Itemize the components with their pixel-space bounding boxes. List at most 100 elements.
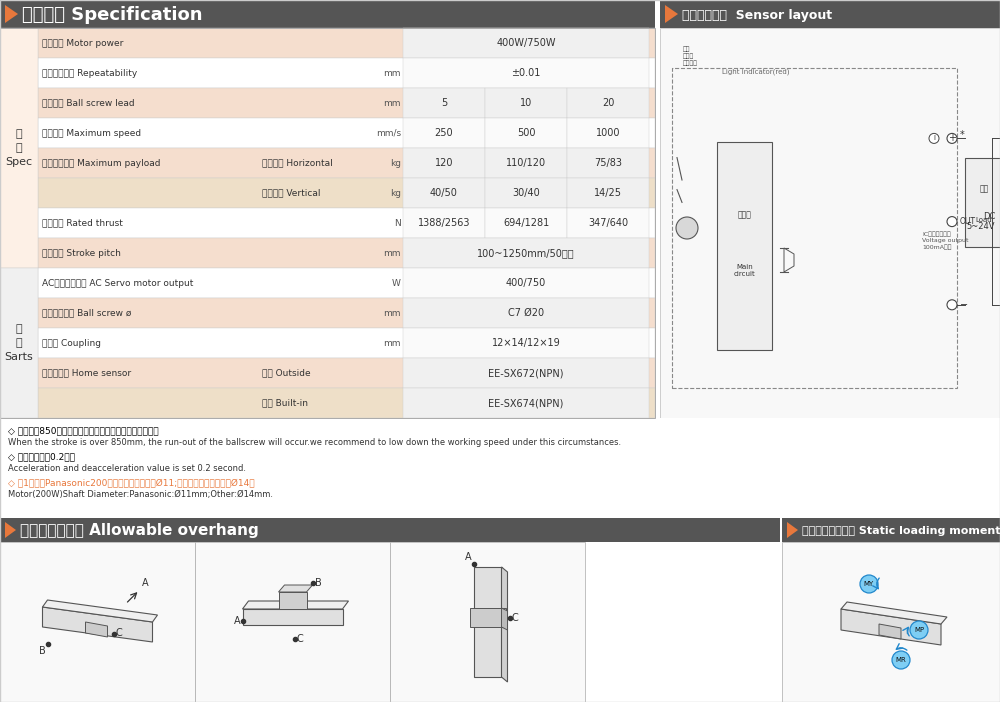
- Text: mm: mm: [384, 98, 401, 107]
- Text: 馬達功率 Motor power: 馬達功率 Motor power: [42, 39, 123, 48]
- Text: 位置重復精度 Repeatability: 位置重復精度 Repeatability: [42, 69, 137, 77]
- Text: mm: mm: [384, 69, 401, 77]
- Bar: [403, 268, 649, 298]
- Bar: [485, 118, 567, 148]
- Text: 694/1281: 694/1281: [503, 218, 549, 228]
- Bar: [195, 542, 390, 702]
- Text: 負載: 負載: [979, 185, 989, 194]
- Text: 基本仕様 Specification: 基本仕様 Specification: [22, 6, 202, 24]
- Text: C: C: [296, 634, 303, 644]
- Bar: [403, 178, 485, 208]
- Text: kg: kg: [390, 189, 401, 197]
- Text: IC（控制輸出）
Voltage output
100mA以下: IC（控制輸出） Voltage output 100mA以下: [922, 232, 968, 249]
- Text: MR: MR: [896, 657, 906, 663]
- Text: 500: 500: [517, 128, 535, 138]
- Bar: [567, 118, 649, 148]
- Text: 最大可搬重量 Maximum payload: 最大可搬重量 Maximum payload: [42, 159, 160, 168]
- Bar: [567, 208, 649, 238]
- Bar: [0, 542, 195, 702]
- Text: 定格推力 Rated thrust: 定格推力 Rated thrust: [42, 218, 123, 227]
- Circle shape: [947, 217, 957, 227]
- Circle shape: [947, 133, 957, 143]
- Text: 垂直使用 Vertical: 垂直使用 Vertical: [262, 189, 320, 197]
- Bar: [403, 28, 649, 58]
- Text: 部
品
Sarts: 部 品 Sarts: [5, 324, 33, 362]
- Text: mm: mm: [384, 249, 401, 258]
- Text: EE-SX672(NPN): EE-SX672(NPN): [488, 368, 564, 378]
- Polygon shape: [879, 624, 901, 639]
- Text: 最高速度 Maximum speed: 最高速度 Maximum speed: [42, 128, 141, 138]
- Text: A: A: [465, 552, 472, 562]
- Polygon shape: [42, 600, 158, 622]
- Bar: [660, 0, 1000, 28]
- Text: +: +: [948, 133, 956, 143]
- Text: C: C: [116, 628, 122, 638]
- Text: ◇ 行程超過850時，會産生螺杆偏擺，此時請將速度調降。: ◇ 行程超過850時，會産生螺杆偏擺，此時請將速度調降。: [8, 426, 159, 435]
- Text: Motor(200W)Shaft Diameter:Panasonic:Ø11mm;Other:Ø14mm.: Motor(200W)Shaft Diameter:Panasonic:Ø11m…: [8, 490, 273, 499]
- Circle shape: [676, 217, 698, 239]
- Text: 原點感應器 Home sensor: 原點感應器 Home sensor: [42, 369, 131, 378]
- Text: mm/s: mm/s: [376, 128, 401, 138]
- Bar: [660, 28, 1000, 418]
- Bar: [38, 388, 655, 418]
- Polygon shape: [665, 5, 678, 23]
- Text: 1000: 1000: [596, 128, 620, 138]
- Text: AC伺服馬達容量 AC Servo motor output: AC伺服馬達容量 AC Servo motor output: [42, 279, 193, 288]
- Text: 110/120: 110/120: [506, 158, 546, 168]
- Bar: [403, 58, 649, 88]
- Text: 30/40: 30/40: [512, 188, 540, 198]
- Text: B: B: [39, 646, 46, 656]
- Text: 250: 250: [435, 128, 453, 138]
- Bar: [403, 328, 649, 358]
- Bar: [567, 178, 649, 208]
- Text: 1388/2563: 1388/2563: [418, 218, 470, 228]
- Text: EE-SX674(NPN): EE-SX674(NPN): [488, 398, 564, 408]
- Bar: [485, 208, 567, 238]
- Text: mm: mm: [384, 338, 401, 347]
- Text: 400/750: 400/750: [506, 278, 546, 288]
- Bar: [38, 238, 655, 268]
- Text: 75/83: 75/83: [594, 158, 622, 168]
- Text: 外挂 Outside: 外挂 Outside: [262, 369, 311, 378]
- Polygon shape: [841, 609, 941, 645]
- Bar: [485, 88, 567, 118]
- Text: 内置 Built-in: 内置 Built-in: [262, 399, 308, 407]
- Text: ◇ 注1：使用Panasonic200馬達時，馬達軸心為Ø11;其它厂牌，馬達軸心為Ø14。: ◇ 注1：使用Panasonic200馬達時，馬達軸心為Ø11;其它厂牌，馬達軸…: [8, 478, 255, 487]
- Text: 120: 120: [435, 158, 453, 168]
- Bar: [485, 178, 567, 208]
- Bar: [38, 148, 655, 178]
- Bar: [403, 118, 485, 148]
- Text: 螺杆導程 Ball screw lead: 螺杆導程 Ball screw lead: [42, 98, 135, 107]
- Bar: [38, 358, 655, 388]
- Text: 標準行程 Stroke pitch: 標準行程 Stroke pitch: [42, 249, 121, 258]
- Polygon shape: [841, 602, 947, 624]
- Bar: [38, 88, 655, 118]
- Text: 14/25: 14/25: [594, 188, 622, 198]
- Text: 10: 10: [520, 98, 532, 108]
- Text: Load: Load: [976, 218, 992, 223]
- Bar: [38, 178, 655, 208]
- Bar: [485, 148, 567, 178]
- Text: mm: mm: [384, 308, 401, 317]
- Circle shape: [929, 133, 939, 143]
- Circle shape: [892, 651, 910, 669]
- Bar: [403, 358, 649, 388]
- Text: 5: 5: [441, 98, 447, 108]
- Text: 連軸器 Coupling: 連軸器 Coupling: [42, 338, 101, 347]
- Text: When the stroke is over 850mm, the run-out of the ballscrew will occur.we recomm: When the stroke is over 850mm, the run-o…: [8, 438, 621, 447]
- Bar: [403, 298, 649, 328]
- Text: B: B: [314, 578, 321, 588]
- Text: 感应器接线图  Sensor layout: 感应器接线图 Sensor layout: [682, 8, 832, 22]
- Text: A: A: [142, 578, 148, 588]
- Text: DC
5~24V: DC 5~24V: [966, 212, 995, 231]
- Text: 滾珠螺杆外徑 Ball screw ø: 滾珠螺杆外徑 Ball screw ø: [42, 308, 131, 317]
- Text: 容許負載力距表 Allowable overhang: 容許負載力距表 Allowable overhang: [20, 524, 259, 538]
- Text: 347/640: 347/640: [588, 218, 628, 228]
- Polygon shape: [242, 601, 349, 609]
- Bar: [403, 148, 485, 178]
- Bar: [38, 208, 655, 238]
- Text: kg: kg: [390, 159, 401, 168]
- Bar: [0, 268, 38, 418]
- Text: ±0.01: ±0.01: [511, 68, 541, 78]
- Polygon shape: [42, 607, 152, 642]
